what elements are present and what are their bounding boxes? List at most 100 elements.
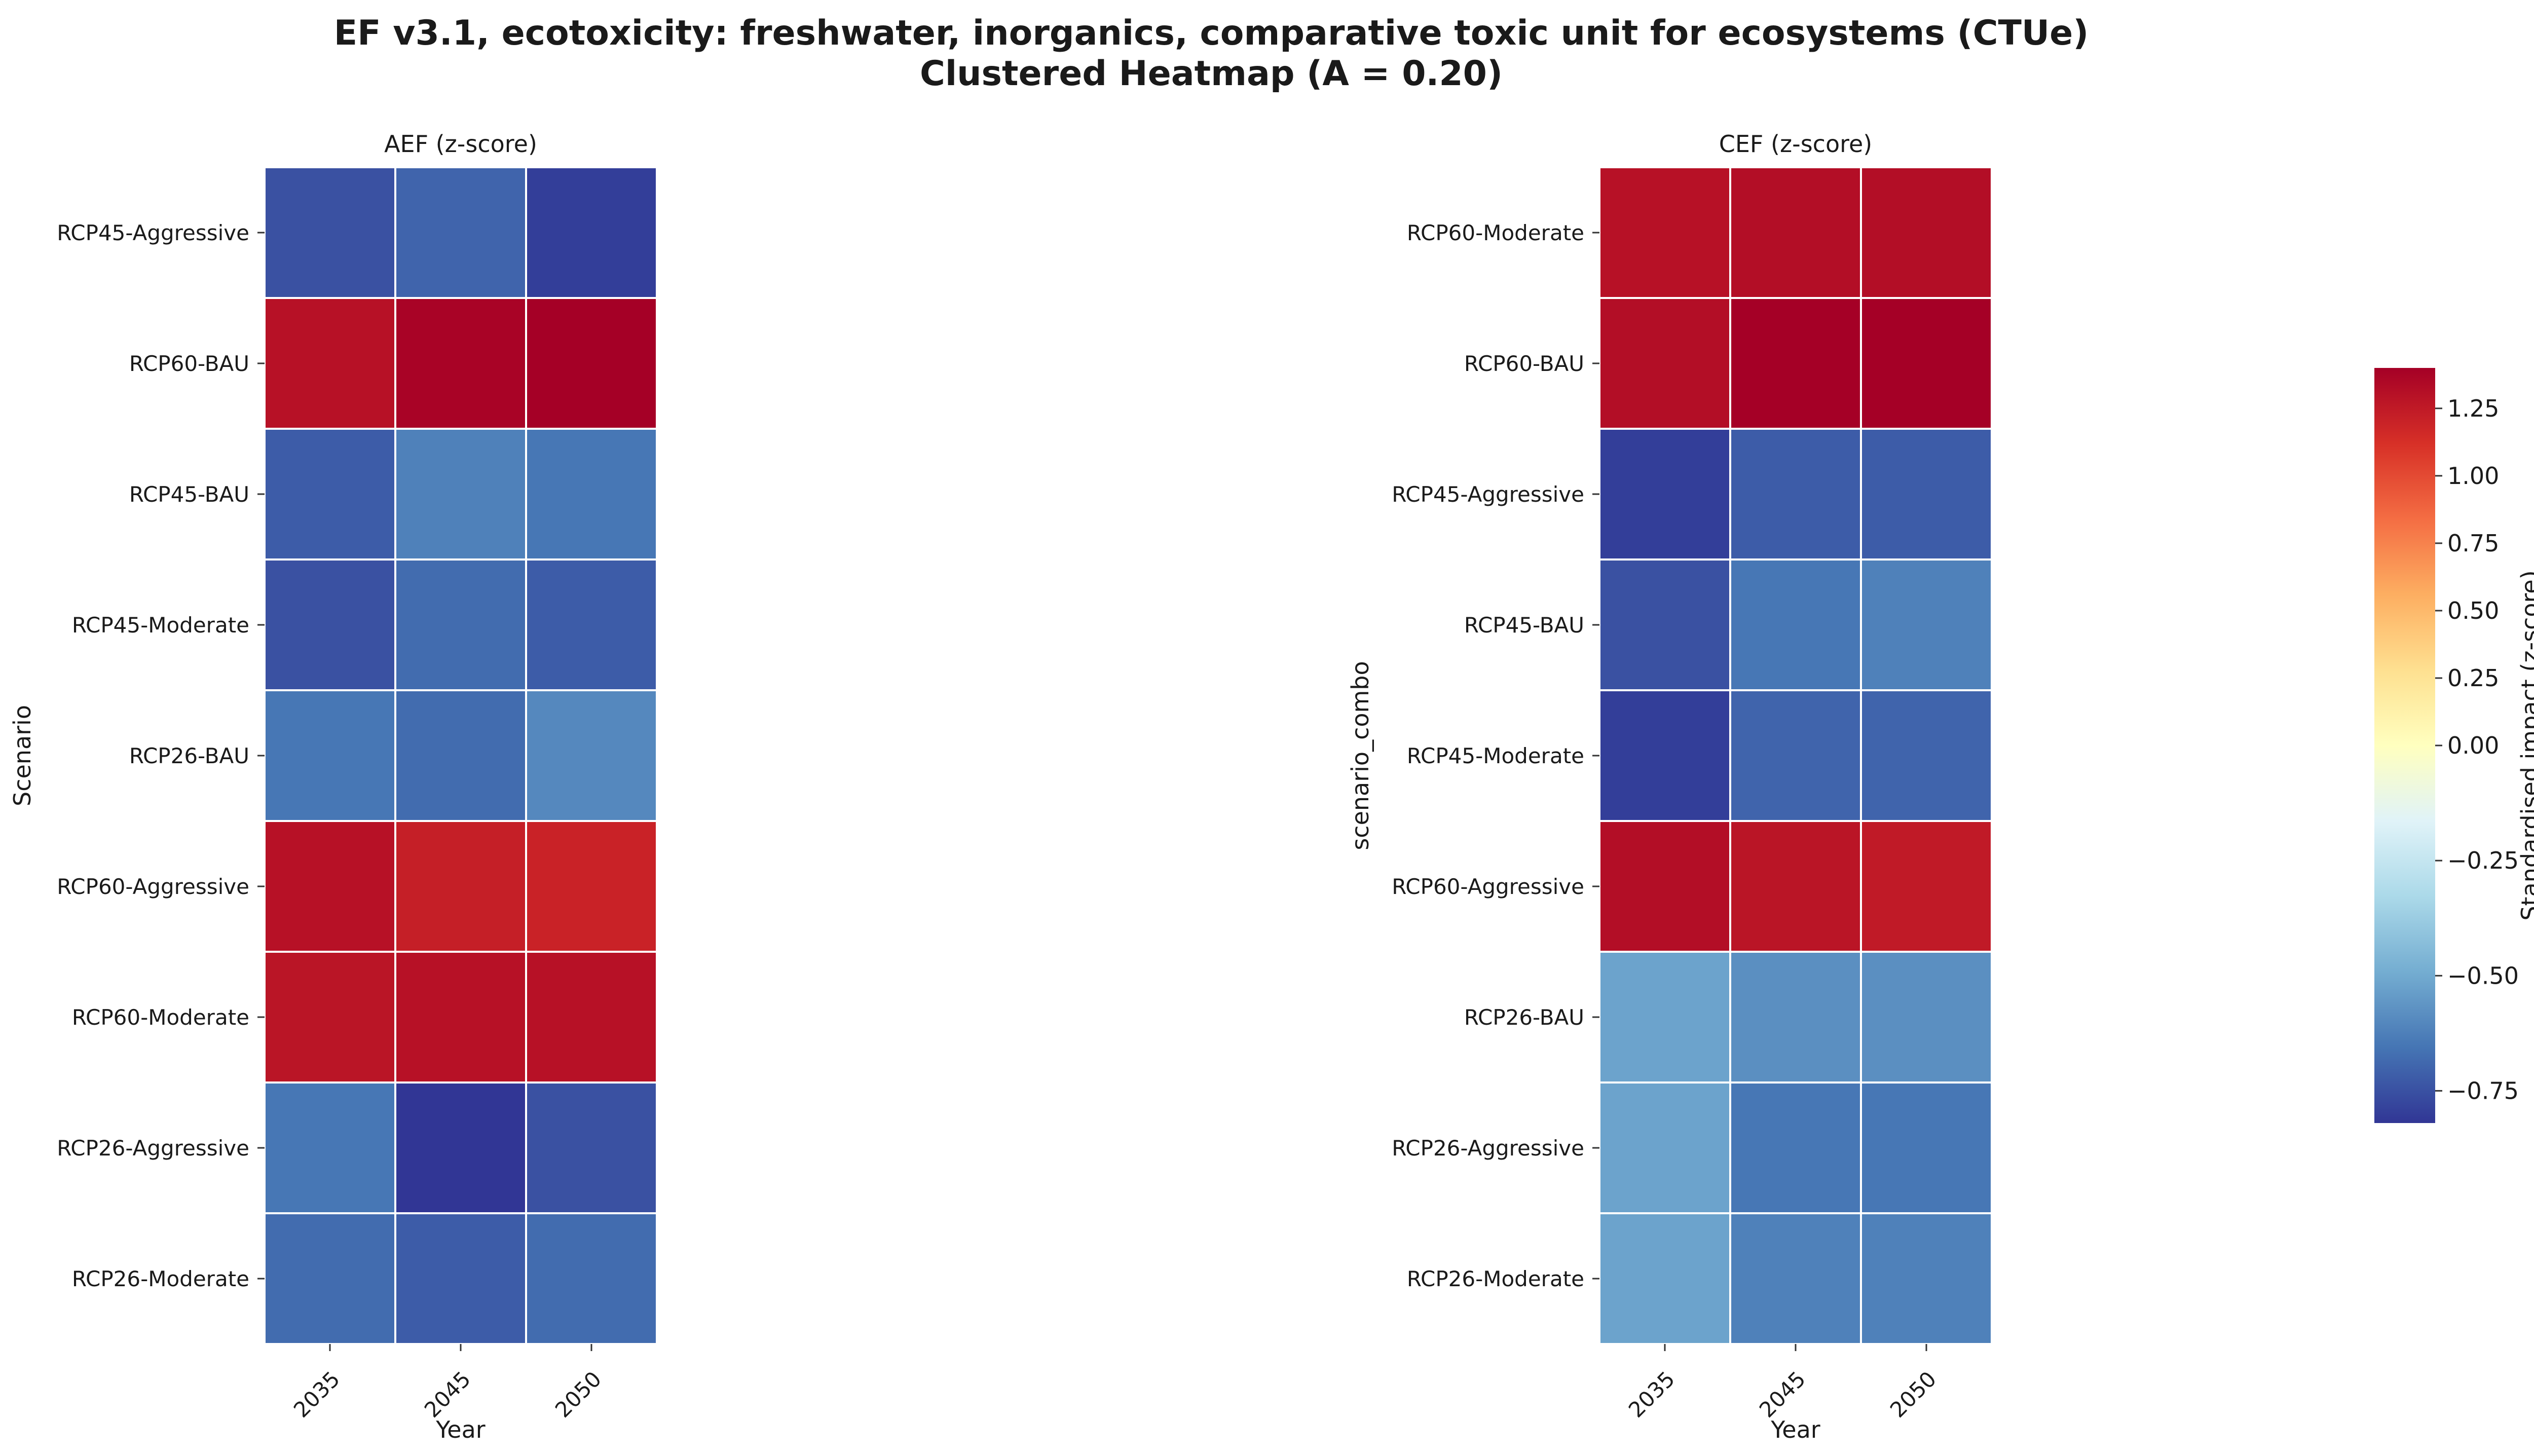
y-tick-label: RCP26-BAU (129, 743, 249, 768)
y-tick-label: RCP45-BAU (1464, 613, 1584, 638)
colorbar-label: Standardised impact (z-score) (2516, 570, 2534, 920)
colorbar-tick-label: 1.25 (2447, 395, 2499, 422)
heatmap-cell (394, 428, 527, 561)
y-tick-label: RCP60-Moderate (72, 1005, 249, 1030)
heatmap-cell (1729, 820, 1862, 953)
heatmap-cell (264, 820, 396, 953)
x-tick-label: 2045 (420, 1366, 475, 1422)
heatmap-cell (264, 1212, 396, 1345)
heatmap-cell (394, 1212, 527, 1345)
y-tick-label: RCP45-Moderate (72, 613, 249, 638)
colorbar-tick-label: −0.75 (2447, 1077, 2519, 1104)
subplot-title: CEF (z-score) (1719, 130, 1873, 158)
heatmap-cell (1860, 820, 1993, 953)
heatmap-cell (394, 951, 527, 1084)
heatmap-cell (1598, 428, 1731, 561)
y-axis-label: scenario_combo (1347, 661, 1374, 850)
heatmap-cell (1729, 951, 1862, 1084)
colorbar-tick-label: 0.00 (2447, 732, 2499, 759)
heatmap-cell (525, 951, 658, 1084)
colorbar-tick-label: −0.25 (2447, 847, 2519, 874)
y-tick-label: RCP26-Moderate (1407, 1266, 1584, 1291)
heatmap-cell (1860, 297, 1993, 430)
y-tick-label: RCP60-Aggressive (1392, 874, 1584, 899)
heatmap-cell (1860, 951, 1993, 1084)
heatmap-cell (1729, 297, 1862, 430)
heatmap-cell (1598, 1081, 1731, 1214)
y-tick-label: RCP60-Moderate (1407, 220, 1584, 245)
heatmap-cell (264, 558, 396, 691)
colorbar-gradient (2374, 368, 2435, 1123)
x-axis-label: Year (435, 1416, 485, 1443)
heatmap-cell (1860, 166, 1993, 299)
heatmap-cell (264, 689, 396, 822)
heatmap-cell (1860, 558, 1993, 691)
heatmap-cell (1598, 820, 1731, 953)
y-axis-label: Scenario (9, 705, 36, 806)
y-tick-label: RCP26-Moderate (72, 1266, 249, 1291)
x-tick-label: 2035 (1624, 1366, 1680, 1422)
heatmap-cell (1729, 428, 1862, 561)
y-tick-label: RCP60-BAU (1464, 351, 1584, 376)
heatmap-cell (525, 1212, 658, 1345)
heatmap-cell (264, 166, 396, 299)
heatmap-cell (525, 428, 658, 561)
x-tick-label: 2050 (1885, 1366, 1941, 1422)
heatmap-cell (264, 1081, 396, 1214)
y-tick-label: RCP60-Aggressive (57, 874, 249, 899)
heatmap-cell (394, 297, 527, 430)
heatmap-cell (1729, 1081, 1862, 1214)
heatmap-cell (525, 1081, 658, 1214)
heatmap-cell (525, 820, 658, 953)
heatmap-cell (264, 951, 396, 1084)
y-tick-label: RCP45-BAU (129, 482, 249, 507)
x-tick-label: 2050 (550, 1366, 606, 1422)
x-tick-label: 2045 (1755, 1366, 1810, 1422)
heatmap-cell (1860, 1081, 1993, 1214)
heatmap-aef: AEF (z-score) RCP45-Aggressive RCP60-BAU RC… (9, 130, 658, 1443)
y-tick-label: RCP26-Aggressive (1392, 1136, 1584, 1161)
colorbar-tick-label: 0.25 (2447, 664, 2499, 692)
y-tick-label: RCP26-BAU (1464, 1005, 1584, 1030)
heatmap-cell (1598, 558, 1731, 691)
heatmap-cell (525, 297, 658, 430)
heatmap-cell (394, 166, 527, 299)
heatmap-cell (1729, 689, 1862, 822)
heatmap-cell (1598, 166, 1731, 299)
heatmap-cef: CEF (z-score) RCP60-Moderate RCP60-BAU RCP4… (1347, 130, 1993, 1443)
heatmap-cell (394, 689, 527, 822)
heatmap-cell (1729, 1212, 1862, 1345)
heatmap-cell (1860, 428, 1993, 561)
colorbar-tick-label: 0.50 (2447, 597, 2499, 624)
chart-title-line2: Clustered Heatmap (A = 0.20) (920, 54, 1503, 94)
heatmap-cell (1729, 166, 1862, 299)
heatmap-cell (525, 166, 658, 299)
heatmap-cell (525, 689, 658, 822)
heatmap-cell (264, 428, 396, 561)
heatmap-cell (1729, 558, 1862, 691)
y-tick-label: RCP45-Moderate (1407, 743, 1584, 768)
colorbar-tick-label: 1.00 (2447, 462, 2499, 490)
y-tick-label: RCP45-Aggressive (1392, 482, 1584, 507)
heatmap-cell (1860, 1212, 1993, 1345)
heatmap-cell (1598, 297, 1731, 430)
x-axis-label: Year (1770, 1416, 1820, 1443)
colorbar-tick-label: −0.50 (2447, 962, 2519, 989)
colorbar-tick-label: 0.75 (2447, 530, 2499, 557)
y-tick-label: RCP60-BAU (129, 351, 249, 376)
heatmap-cell (1598, 1212, 1731, 1345)
heatmap-cell (394, 558, 527, 691)
heatmap-cell (264, 297, 396, 430)
y-tick-label: RCP45-Aggressive (57, 220, 249, 245)
heatmap-cell (394, 1081, 527, 1214)
colorbar: 1.251.000.750.500.250.00−0.25−0.50−0.75 … (2374, 368, 2534, 1123)
subplot-title: AEF (z-score) (384, 130, 537, 158)
chart-title-line1: EF v3.1, ecotoxicity: freshwater, inorga… (334, 13, 2089, 53)
heatmap-cell (1860, 689, 1993, 822)
heatmap-cell (394, 820, 527, 953)
y-tick-label: RCP26-Aggressive (57, 1136, 249, 1161)
heatmap-cell (1598, 951, 1731, 1084)
heatmap-cell (525, 558, 658, 691)
x-tick-label: 2035 (289, 1366, 345, 1422)
